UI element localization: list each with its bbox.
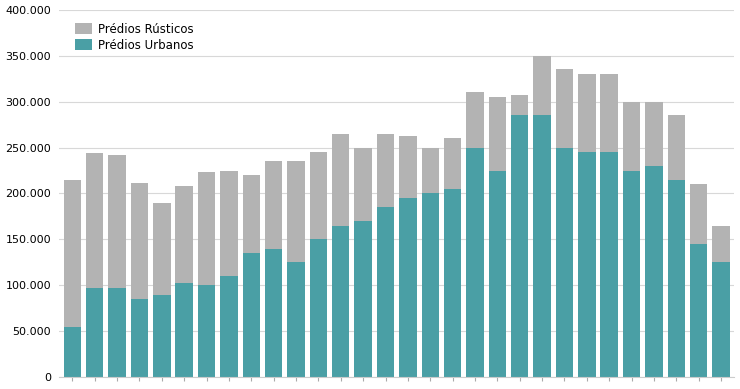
Bar	[243, 253, 260, 377]
Bar	[444, 138, 461, 189]
Bar	[265, 249, 283, 377]
Bar	[422, 147, 439, 193]
Bar	[488, 170, 506, 377]
Bar	[534, 115, 551, 377]
Bar	[108, 288, 126, 377]
Bar	[332, 226, 349, 377]
Bar	[466, 147, 484, 377]
Bar	[713, 263, 730, 377]
Bar	[64, 180, 81, 327]
Bar	[175, 283, 193, 377]
Bar	[108, 155, 126, 288]
Legend: Prédios Rústicos, Prédios Urbanos: Prédios Rústicos, Prédios Urbanos	[72, 19, 197, 55]
Bar	[488, 97, 506, 170]
Bar	[309, 152, 327, 240]
Bar	[511, 115, 528, 377]
Bar	[153, 295, 170, 377]
Bar	[511, 95, 528, 115]
Bar	[623, 102, 640, 170]
Bar	[667, 180, 685, 377]
Bar	[534, 56, 551, 115]
Bar	[332, 134, 349, 226]
Bar	[377, 134, 394, 207]
Bar	[399, 135, 417, 198]
Bar	[645, 166, 662, 377]
Bar	[243, 175, 260, 253]
Bar	[466, 92, 484, 147]
Bar	[175, 186, 193, 283]
Bar	[377, 207, 394, 377]
Bar	[667, 115, 685, 180]
Bar	[64, 327, 81, 377]
Bar	[399, 198, 417, 377]
Bar	[309, 240, 327, 377]
Bar	[287, 263, 305, 377]
Bar	[556, 147, 574, 377]
Bar	[690, 244, 707, 377]
Bar	[600, 74, 618, 152]
Bar	[556, 69, 574, 147]
Bar	[86, 288, 104, 377]
Bar	[578, 74, 596, 152]
Bar	[153, 203, 170, 295]
Bar	[578, 152, 596, 377]
Bar	[131, 183, 148, 299]
Bar	[713, 226, 730, 263]
Bar	[221, 170, 238, 276]
Bar	[444, 189, 461, 377]
Bar	[86, 153, 104, 288]
Bar	[221, 276, 238, 377]
Bar	[645, 102, 662, 166]
Bar	[623, 170, 640, 377]
Bar	[422, 193, 439, 377]
Bar	[287, 161, 305, 263]
Bar	[690, 184, 707, 244]
Bar	[265, 161, 283, 249]
Bar	[600, 152, 618, 377]
Bar	[354, 221, 372, 377]
Bar	[131, 299, 148, 377]
Bar	[198, 286, 215, 377]
Bar	[198, 172, 215, 286]
Bar	[354, 147, 372, 221]
